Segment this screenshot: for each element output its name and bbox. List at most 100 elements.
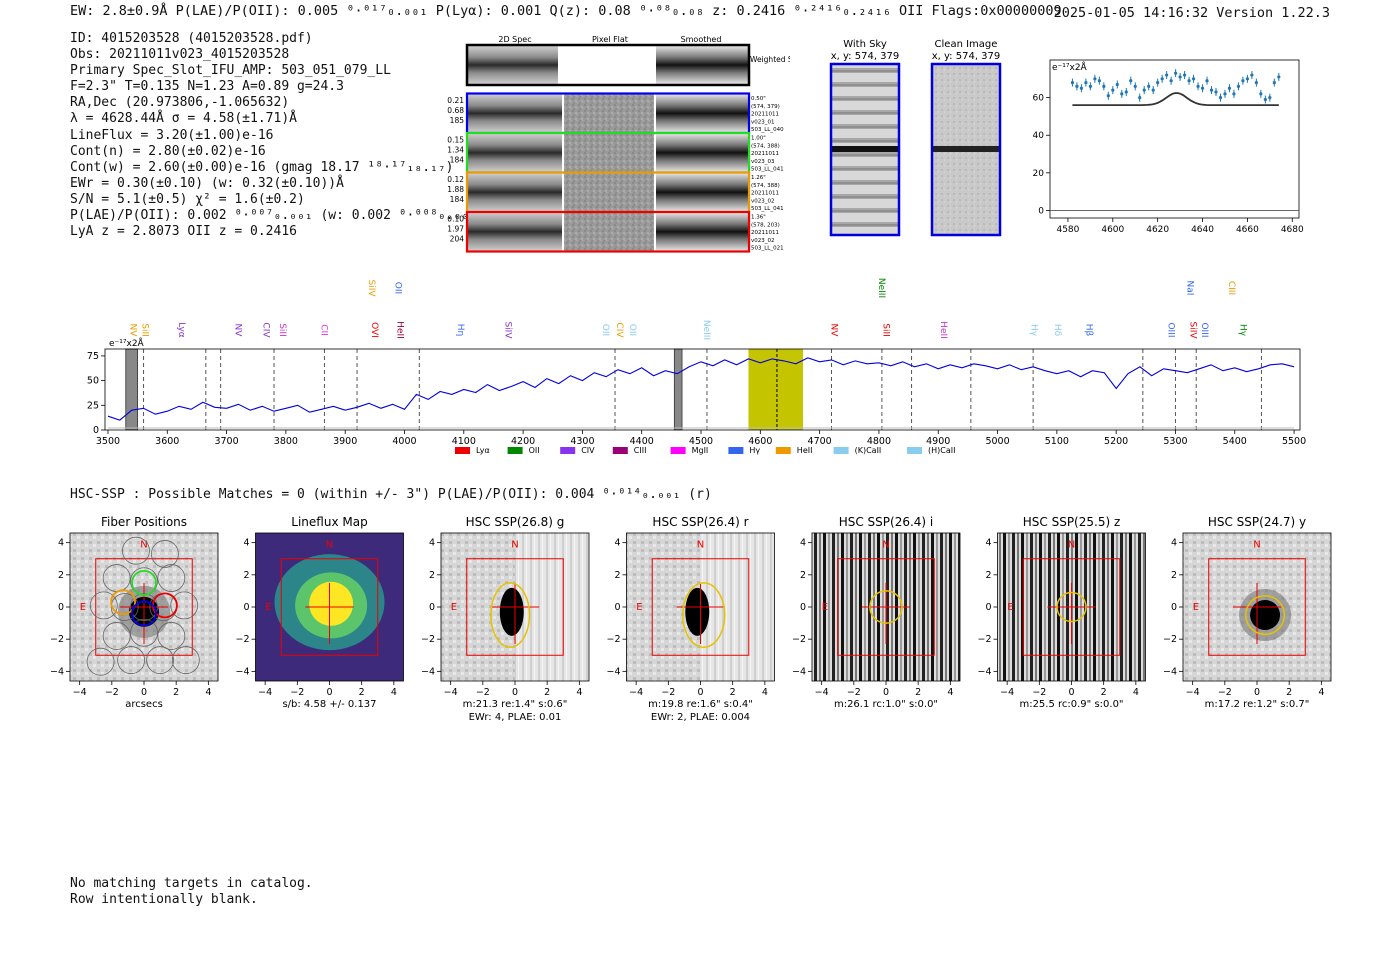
row-left-label: 0.21 <box>447 96 464 105</box>
zoom-data-point <box>1232 92 1236 96</box>
fiber-circle <box>171 646 200 674</box>
cutout-xtick-label: −2 <box>476 687 490 698</box>
zoom-data-point <box>1147 84 1151 88</box>
spectrum-series-line <box>107 357 1295 421</box>
zoom-data-point <box>1245 77 1250 81</box>
zoom-data-point <box>1272 80 1276 85</box>
info-line: LineFlux = 3.20(±1.00)e-16 <box>70 127 274 143</box>
cutout-ytick-label: 0 <box>243 602 249 613</box>
row-left-label: 204 <box>450 235 465 244</box>
aperture-box <box>837 558 935 656</box>
source-ellipse <box>1244 594 1286 636</box>
emission-line-label: SiIV <box>1187 321 1197 339</box>
cutout-ytick-label: 0 <box>614 602 620 613</box>
cutout-xtick-label: 4 <box>947 687 953 698</box>
cutout-title: Lineflux Map <box>291 515 367 529</box>
source-blob <box>1250 600 1281 631</box>
cutout-caption: m:25.5 rc:0.9" s:0.0" <box>1019 699 1123 710</box>
spectrum-xtick-label: 4600 <box>748 436 772 447</box>
spectrum-ytick-label: 50 <box>87 376 99 387</box>
east-label: E <box>265 602 271 613</box>
zoom-data-point <box>1250 73 1254 77</box>
cutout-caption: m:21.3 re:1.4" s:0.6" <box>463 699 568 710</box>
row-frame <box>465 210 751 253</box>
row-right-label: (574, 388) <box>751 183 780 189</box>
hsc-matches-line: HSC-SSP : Possible Matches = 0 (within +… <box>70 487 712 502</box>
zoom-data-point <box>1259 92 1263 96</box>
zoom-data-point <box>1160 77 1164 81</box>
cutout-ytick-label: −2 <box>606 634 620 645</box>
info-line: λ = 4628.44Å σ = 4.58(±1.71)Å <box>70 111 297 127</box>
cutout-xtick-label: −2 <box>1218 687 1232 698</box>
with-sky-frame <box>829 62 901 237</box>
source-blob <box>685 587 710 636</box>
zoom-axes-frame <box>1049 59 1300 219</box>
spectrum-xtick-label: 4000 <box>392 436 416 447</box>
east-label: E <box>1193 602 1199 613</box>
row-right-label: 1.36" <box>751 215 766 221</box>
cutout-ytick-label: 0 <box>58 602 64 613</box>
fiber-circle <box>157 564 186 592</box>
masked-band <box>673 348 683 431</box>
cutout-xtick-label: −4 <box>815 687 829 698</box>
emission-line-label: OVI <box>369 322 379 338</box>
info-line: Obs: 20211011v023_4015203528 <box>70 47 290 63</box>
zoom-data-point <box>1097 79 1101 83</box>
spectrum-xtick-label: 4400 <box>630 436 654 447</box>
cutout-ytick-label: −2 <box>50 634 64 645</box>
col-label-pixel-flat: Pixel Flat <box>592 35 628 44</box>
emission-line-label: SiII <box>139 323 149 337</box>
row-pixel-flat <box>564 133 654 172</box>
cutout-xtick-label: 0 <box>326 687 332 698</box>
cutout-xtick-label: 2 <box>1101 687 1107 698</box>
with-sky-title: With Sky <box>843 39 887 50</box>
emission-line-label: OII <box>627 324 637 336</box>
cutout-xtick-label: 4 <box>762 687 768 698</box>
zoom-data-point <box>1106 94 1110 98</box>
clean-image-title: Clean Image <box>935 39 998 50</box>
footer-notes: No matching targets in catalog. Row inte… <box>70 876 313 907</box>
zoom-data-point <box>1241 79 1245 83</box>
emission-line-label: Hβ <box>1084 324 1094 337</box>
emission-line-label: HeII <box>938 321 948 339</box>
zoom-ytick-label: 60 <box>1033 94 1045 104</box>
cutout-blob: HSC SSP(24.7) y N E −4 −4 −2 −2 0 0 2 2 4 4 m:17.2 re… <box>1163 515 1332 710</box>
cutout-caption: arcsecs <box>125 699 163 710</box>
spectrum-unit-label: e⁻¹⁷x2Å <box>109 337 145 349</box>
cutout-xtick-label: 2 <box>730 687 736 698</box>
emission-line-label: HeII <box>394 321 404 339</box>
cutout-xtick-label: 0 <box>697 687 703 698</box>
row-left-label: 0.15 <box>447 136 464 145</box>
cutout-xtick-label: −4 <box>73 687 87 698</box>
cutout-ytick-label: 4 <box>800 538 806 549</box>
zoom-data-point <box>1182 73 1187 77</box>
emission-line-label: Hη <box>455 324 465 336</box>
row-left-label: 0.12 <box>447 175 464 184</box>
row-right-label: (574, 379) <box>751 104 780 110</box>
cutout-ytick-label: 0 <box>800 602 806 613</box>
cutout-ytick-label: 2 <box>985 570 991 581</box>
cutout-xtick-label: −2 <box>105 687 119 698</box>
cutout-title: HSC SSP(25.5) z <box>1023 515 1121 529</box>
cutout-half: HSC SSP(26.8) g N E −4 −4 −2 −2 0 0 2 2 4 4 m:21.3 re… <box>421 515 590 723</box>
emission-line-label: OIII <box>1199 322 1209 337</box>
aperture-box <box>651 558 750 656</box>
cutout-ytick-label: −2 <box>1163 634 1177 645</box>
zoom-data-point <box>1129 79 1133 83</box>
weighted-sum-label: Weighted Sum <box>750 55 790 64</box>
zoom-data-point <box>1138 96 1142 100</box>
row-left-label: 184 <box>450 195 465 204</box>
emission-line-label: NV <box>232 324 242 338</box>
zoom-ytick-label: 40 <box>1033 131 1045 141</box>
cutout-xtick-label: −4 <box>258 687 272 698</box>
legend-swatch <box>728 447 744 454</box>
cutout-ytick-label: 4 <box>429 538 435 549</box>
cutout-title: HSC SSP(26.4) i <box>839 515 934 529</box>
cutout-xtick-label: −4 <box>629 687 643 698</box>
emission-line-label: NV <box>128 324 138 338</box>
lineflux-core <box>309 581 354 626</box>
cutout-ytick-label: 2 <box>614 570 620 581</box>
source-ellipse <box>1056 591 1087 623</box>
zoom-data-point <box>1120 92 1124 96</box>
zoom-data-point <box>1218 96 1223 100</box>
